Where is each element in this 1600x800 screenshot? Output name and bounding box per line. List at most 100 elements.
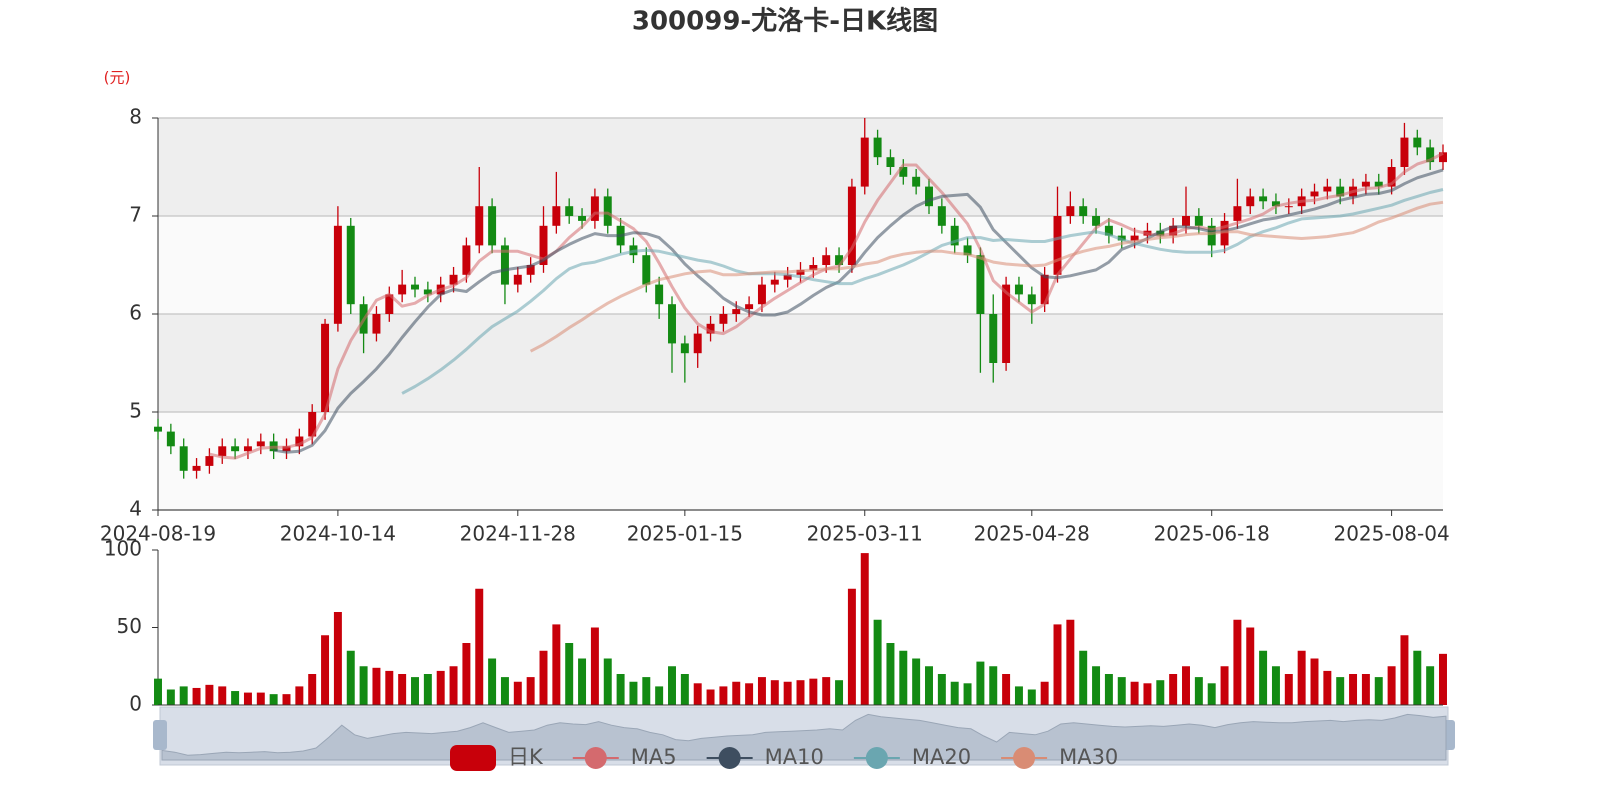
x-tick-label: 2025-03-11 bbox=[807, 522, 923, 546]
volume-bar bbox=[166, 689, 175, 705]
candle-body bbox=[783, 274, 792, 280]
candle-body bbox=[642, 255, 651, 285]
candle-body bbox=[513, 274, 522, 285]
volume-bar bbox=[526, 677, 535, 705]
x-tick-label: 2025-01-15 bbox=[627, 522, 743, 546]
volume-bar bbox=[989, 666, 998, 705]
volume-bar bbox=[950, 681, 959, 705]
y-tick-label: 7 bbox=[129, 203, 142, 227]
candle-body bbox=[1426, 147, 1435, 163]
candle-body bbox=[847, 186, 856, 265]
candle-body bbox=[1079, 206, 1088, 216]
candle-body bbox=[976, 255, 985, 314]
candle-body bbox=[1040, 274, 1049, 305]
candle-body bbox=[475, 206, 484, 246]
volume-bar bbox=[231, 691, 240, 705]
volume-bar bbox=[1349, 674, 1358, 705]
volume-bar bbox=[1104, 674, 1113, 705]
volume-bar bbox=[809, 678, 818, 705]
zoom-handle-left[interactable] bbox=[153, 720, 167, 750]
volume-bar bbox=[822, 677, 831, 705]
volume-bar bbox=[423, 674, 432, 705]
volume-y-tick-label: 100 bbox=[104, 537, 142, 561]
candle-body bbox=[488, 206, 497, 246]
volume-bar bbox=[1092, 666, 1101, 705]
volume-bar bbox=[1027, 689, 1036, 705]
y-unit: (元) bbox=[104, 69, 131, 87]
volume-bar bbox=[1271, 666, 1280, 705]
volume-bar bbox=[770, 680, 779, 705]
volume-bar bbox=[385, 670, 394, 705]
volume-bar bbox=[590, 627, 599, 705]
candle-body bbox=[590, 196, 599, 221]
volume-bar bbox=[205, 684, 214, 705]
volume-bar bbox=[398, 674, 407, 705]
candle-body bbox=[963, 245, 972, 256]
volume-bar bbox=[629, 681, 638, 705]
volume-bar bbox=[1426, 666, 1435, 705]
candle-body bbox=[308, 412, 317, 437]
candle-body bbox=[500, 245, 509, 285]
candle-body bbox=[154, 426, 162, 432]
candle-body bbox=[950, 225, 959, 246]
legend-icon bbox=[584, 747, 607, 769]
volume-bar bbox=[1169, 674, 1178, 705]
volume-bar bbox=[218, 686, 227, 705]
volume-bar bbox=[1182, 666, 1190, 705]
volume-bar bbox=[256, 692, 265, 705]
volume-bar bbox=[680, 674, 689, 705]
volume-bar bbox=[565, 643, 574, 705]
x-tick-label: 2024-10-14 bbox=[280, 522, 396, 546]
candle-body bbox=[860, 137, 869, 187]
y-tick-label: 4 bbox=[129, 497, 142, 521]
candle-body bbox=[231, 446, 240, 452]
volume-bar bbox=[963, 683, 972, 705]
volume-bar bbox=[488, 658, 497, 705]
volume-bar bbox=[1297, 650, 1306, 705]
volume-bar bbox=[1207, 683, 1216, 705]
candle-body bbox=[539, 225, 548, 265]
candle-body bbox=[346, 225, 355, 305]
volume-bar bbox=[1079, 650, 1088, 705]
candle-body bbox=[1194, 216, 1203, 226]
volume-bar bbox=[179, 686, 188, 705]
candle-body bbox=[205, 456, 214, 466]
volume-bar bbox=[1310, 658, 1319, 705]
legend-icon bbox=[1013, 747, 1036, 769]
volume-bar bbox=[295, 686, 304, 705]
volume-bar bbox=[1374, 677, 1383, 705]
candle-body bbox=[835, 255, 844, 265]
legend-icon bbox=[718, 747, 741, 769]
volume-bar bbox=[693, 683, 702, 705]
ma-line bbox=[529, 200, 1444, 353]
candle-body bbox=[1092, 216, 1101, 226]
volume-bar bbox=[449, 666, 458, 705]
volume-bar bbox=[937, 674, 946, 705]
volume-bar bbox=[1323, 670, 1332, 705]
candle-body bbox=[256, 441, 265, 447]
volume-bar bbox=[616, 674, 625, 705]
volume-bar bbox=[835, 680, 844, 705]
volume-bar bbox=[976, 661, 985, 705]
volume-y-tick-label: 0 bbox=[129, 692, 142, 716]
candle-body bbox=[1169, 225, 1178, 236]
volume-bar bbox=[1040, 681, 1049, 705]
x-tick-label: 2025-04-28 bbox=[974, 522, 1090, 546]
candle-body bbox=[693, 333, 702, 354]
candle-body bbox=[603, 196, 612, 226]
candle-body bbox=[757, 284, 766, 305]
x-tick-label: 2024-11-28 bbox=[460, 522, 576, 546]
candle-body bbox=[1284, 206, 1293, 208]
candle-body bbox=[899, 167, 908, 177]
volume-bar bbox=[1117, 677, 1126, 705]
volume-bar bbox=[308, 674, 317, 705]
volume-bar bbox=[1066, 619, 1075, 705]
ma-line bbox=[401, 188, 1444, 395]
volume-bar bbox=[1194, 677, 1203, 705]
volume-bar bbox=[1400, 635, 1409, 705]
volume-bar bbox=[578, 658, 587, 705]
candle-body bbox=[1002, 284, 1011, 363]
volume-bar bbox=[539, 650, 548, 705]
volume-bar bbox=[192, 687, 201, 705]
legend-label: MA10 bbox=[765, 745, 824, 769]
